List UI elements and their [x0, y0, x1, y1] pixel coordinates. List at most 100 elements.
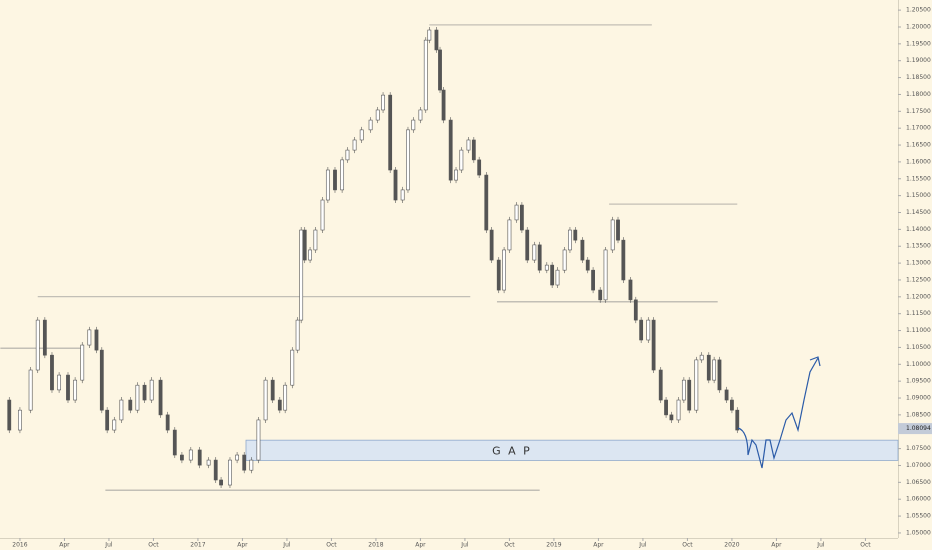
candle — [550, 264, 555, 286]
candle — [639, 319, 644, 341]
y-tick-label: 1.19500 — [906, 40, 931, 47]
x-tick-label: Oct — [148, 542, 159, 549]
candle — [580, 239, 585, 261]
x-tick-label: Oct — [326, 542, 337, 549]
candle — [484, 174, 489, 231]
candle — [135, 384, 140, 411]
candle — [242, 454, 247, 471]
y-tick-label: 1.18500 — [906, 74, 931, 81]
candle — [724, 389, 729, 401]
candle — [73, 379, 78, 401]
y-tick-label: 1.13000 — [906, 260, 931, 267]
candle — [308, 249, 312, 261]
y-tick-label: 1.15500 — [906, 175, 931, 182]
candle — [471, 139, 476, 161]
candle — [633, 299, 638, 321]
candle — [646, 319, 651, 341]
candle — [165, 414, 170, 431]
candle — [94, 329, 99, 351]
candle — [573, 229, 578, 241]
candle — [514, 204, 519, 221]
y-tick-label: 1.10500 — [906, 344, 931, 351]
candle — [411, 119, 416, 131]
candle — [681, 379, 686, 401]
candle — [352, 139, 357, 151]
candle — [313, 229, 318, 251]
y-tick-label: 1.07500 — [906, 445, 931, 452]
y-tick-label: 1.12500 — [906, 276, 931, 283]
y-tick-label: 1.11000 — [906, 327, 931, 334]
candle — [699, 354, 704, 361]
candle — [375, 109, 380, 121]
candle — [434, 29, 439, 51]
candle — [80, 344, 85, 381]
candle — [651, 319, 656, 371]
candle — [658, 369, 663, 401]
candle — [400, 189, 405, 201]
candle — [532, 244, 537, 261]
candle — [603, 249, 608, 301]
x-tick-label: 2019 — [546, 542, 561, 549]
candle — [616, 219, 620, 241]
y-tick-label: 1.14000 — [906, 226, 931, 233]
y-tick-label: 1.14500 — [906, 209, 931, 216]
candle — [730, 399, 734, 411]
candle — [502, 249, 506, 291]
candle — [197, 449, 202, 466]
candle — [7, 399, 12, 431]
y-tick-label: 1.16500 — [906, 142, 931, 149]
y-tick-label: 1.07000 — [906, 462, 931, 469]
candle — [519, 204, 524, 231]
y-tick-label: 1.12000 — [906, 293, 931, 300]
candle — [345, 149, 350, 161]
candle — [585, 259, 590, 271]
candle — [423, 39, 428, 111]
candle — [325, 169, 330, 201]
y-tick-label: 1.13500 — [906, 243, 931, 250]
candle — [466, 139, 471, 151]
x-tick-label: Jul — [460, 542, 469, 549]
y-tick-label: 1.15000 — [906, 192, 931, 199]
gap-label: G A P — [492, 444, 532, 457]
last-price-tag — [898, 423, 932, 435]
candle — [393, 169, 398, 201]
y-tick-label: 1.11500 — [906, 310, 931, 317]
candle — [219, 479, 223, 486]
candle — [42, 319, 47, 356]
candle — [418, 109, 423, 121]
x-tick-label: Jul — [104, 542, 113, 549]
y-tick-label: 1.19000 — [906, 57, 931, 64]
x-tick-label: 2017 — [190, 542, 205, 549]
candle — [18, 409, 22, 431]
candle — [149, 379, 154, 401]
candle — [525, 229, 530, 261]
candle — [290, 349, 295, 386]
candle — [359, 129, 364, 141]
candle — [406, 129, 410, 191]
candle — [119, 399, 124, 421]
x-tick-label: Jul — [816, 542, 825, 549]
candle — [537, 244, 542, 271]
candle — [283, 384, 288, 411]
candle — [621, 239, 626, 281]
candle — [687, 379, 692, 411]
candle — [112, 419, 117, 431]
x-tick-label: Oct — [860, 542, 871, 549]
candle — [99, 349, 104, 411]
x-tick-label: Apr — [593, 542, 604, 549]
candle — [87, 329, 92, 346]
candle — [669, 414, 674, 421]
candle — [270, 379, 275, 401]
candle — [381, 94, 385, 111]
candle — [454, 169, 458, 181]
candle — [507, 219, 512, 251]
candle — [228, 459, 232, 486]
candle — [142, 384, 147, 401]
candle — [717, 359, 722, 391]
candle — [441, 89, 446, 121]
y-tick-label: 1.08500 — [906, 411, 931, 418]
x-tick-label: Apr — [59, 542, 70, 549]
candle — [263, 379, 268, 421]
